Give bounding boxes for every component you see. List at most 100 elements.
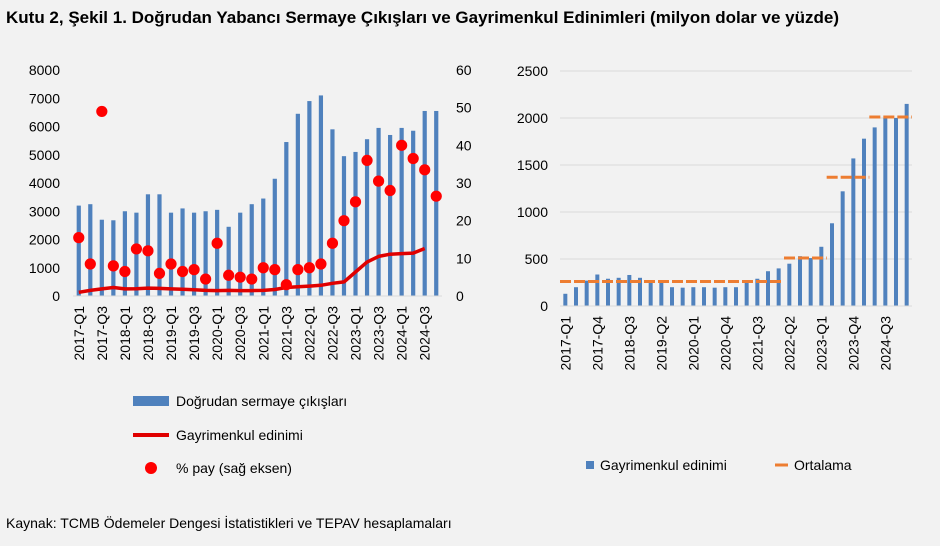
scatter-point [165, 258, 177, 270]
bar [261, 198, 266, 296]
scatter-point [430, 190, 442, 202]
bar [616, 277, 621, 306]
bar [904, 103, 909, 307]
bar [226, 226, 231, 296]
bar [638, 277, 642, 306]
bar [830, 223, 834, 306]
bar [191, 212, 197, 296]
bar [894, 118, 898, 306]
scatter-point [200, 273, 212, 285]
legend-average-label: Ortalama [794, 457, 852, 473]
bar [272, 178, 277, 296]
bar [862, 138, 866, 306]
bar [691, 287, 696, 306]
bar [851, 158, 856, 306]
bar [702, 287, 706, 306]
scatter-point [292, 264, 304, 276]
scatter-point [361, 154, 373, 166]
bar [798, 256, 802, 306]
bar [723, 287, 728, 306]
y2-tick-label: 20 [456, 213, 472, 229]
bar [388, 134, 393, 296]
bar [584, 280, 589, 306]
x-tick-label: 2020-Q3 [232, 306, 248, 361]
bar [238, 212, 243, 296]
scatter-point [315, 258, 327, 270]
bar [364, 139, 370, 296]
scatter-point [223, 269, 235, 281]
left-chart-y-axis: 0 1000 2000 3000 4000 5000 6000 7000 8000 [29, 62, 60, 304]
bar [808, 258, 813, 306]
x-tick-label: 2018-Q1 [117, 306, 133, 361]
y-tick-label: 4000 [29, 175, 60, 191]
y-tick-label: 1500 [517, 157, 548, 173]
y-tick-label: 500 [525, 251, 549, 267]
x-tick-label: 2021-Q3 [749, 316, 765, 371]
right-chart-legend: Gayrimenkul edinimi Ortalama [586, 457, 852, 473]
x-tick-label: 2019-Q2 [653, 316, 669, 371]
y2-tick-label: 50 [456, 100, 472, 116]
x-tick-label: 2022-Q2 [781, 316, 797, 371]
bar [180, 208, 185, 296]
right-chart-x-axis: 2017-Q1 2017-Q4 2018-Q3 2019-Q2 2020-Q1 2020-… [557, 316, 893, 371]
x-tick-label: 2023-Q3 [371, 306, 387, 361]
left-chart-x-axis: 2017-Q1 2017-Q3 2018-Q1 2018-Q3 2019-Q1 2019-… [71, 306, 433, 361]
right-chart-gridlines [560, 70, 912, 260]
x-tick-label: 2021-Q3 [278, 306, 294, 361]
y-tick-label: 3000 [29, 203, 60, 219]
bar [744, 281, 749, 306]
scatter-point [73, 232, 85, 244]
y-tick-label: 0 [540, 298, 548, 314]
y-tick-label: 2000 [517, 110, 548, 126]
x-tick-label: 2022-Q1 [301, 306, 317, 361]
y2-tick-label: 60 [456, 62, 472, 78]
bar [330, 129, 335, 296]
figure-title: Kutu 2, Şekil 1. Doğrudan Yabancı Sermay… [6, 8, 839, 27]
left-chart-legend: Doğrudan sermaye çıkışları Gayrimenkul e… [133, 393, 347, 476]
bar [680, 287, 685, 306]
line-path [78, 246, 426, 295]
bar [249, 204, 254, 296]
left-chart-y2-axis: 0 10 20 30 40 50 60 [456, 62, 472, 304]
y2-tick-label: 30 [456, 175, 472, 191]
x-tick-label: 2019-Q1 [163, 306, 179, 361]
bar [574, 287, 578, 306]
bar [627, 274, 632, 306]
legend-dot-swatch [145, 462, 157, 474]
y-tick-label: 1000 [29, 260, 60, 276]
scatter-point [234, 271, 246, 283]
x-tick-label: 2020-Q4 [717, 316, 733, 371]
scatter-point [396, 139, 408, 151]
y-tick-label: 8000 [29, 62, 60, 78]
right-chart-average-segments [560, 115, 912, 284]
scatter-point [419, 164, 431, 176]
bar [434, 110, 439, 297]
scatter-point [384, 184, 396, 197]
bar [595, 274, 600, 306]
legend-line-label: Gayrimenkul edinimi [176, 427, 303, 443]
x-tick-label: 2023-Q1 [813, 316, 829, 371]
bar [88, 204, 93, 296]
bar [659, 281, 664, 306]
bar [819, 246, 824, 306]
y-tick-label: 7000 [29, 90, 60, 106]
source-note: Kaynak: TCMB Ödemeler Dengesi İstatistik… [6, 515, 452, 531]
bar [872, 127, 877, 307]
x-tick-label: 2024-Q3 [417, 306, 433, 361]
bar [295, 113, 300, 296]
y-tick-label: 1000 [517, 204, 548, 220]
bar [122, 211, 127, 296]
bar [307, 101, 312, 296]
bar [422, 110, 427, 297]
legend-bar-swatch [133, 396, 169, 406]
scatter-point [326, 237, 339, 249]
bar [606, 278, 610, 306]
bar [284, 142, 289, 296]
right-chart-bars [563, 103, 909, 307]
x-tick-label: 2020-Q1 [209, 306, 225, 361]
y-tick-label: 5000 [29, 147, 60, 163]
bar [734, 287, 738, 306]
scatter-point [280, 279, 292, 291]
bar [203, 211, 208, 296]
bar [76, 205, 81, 296]
